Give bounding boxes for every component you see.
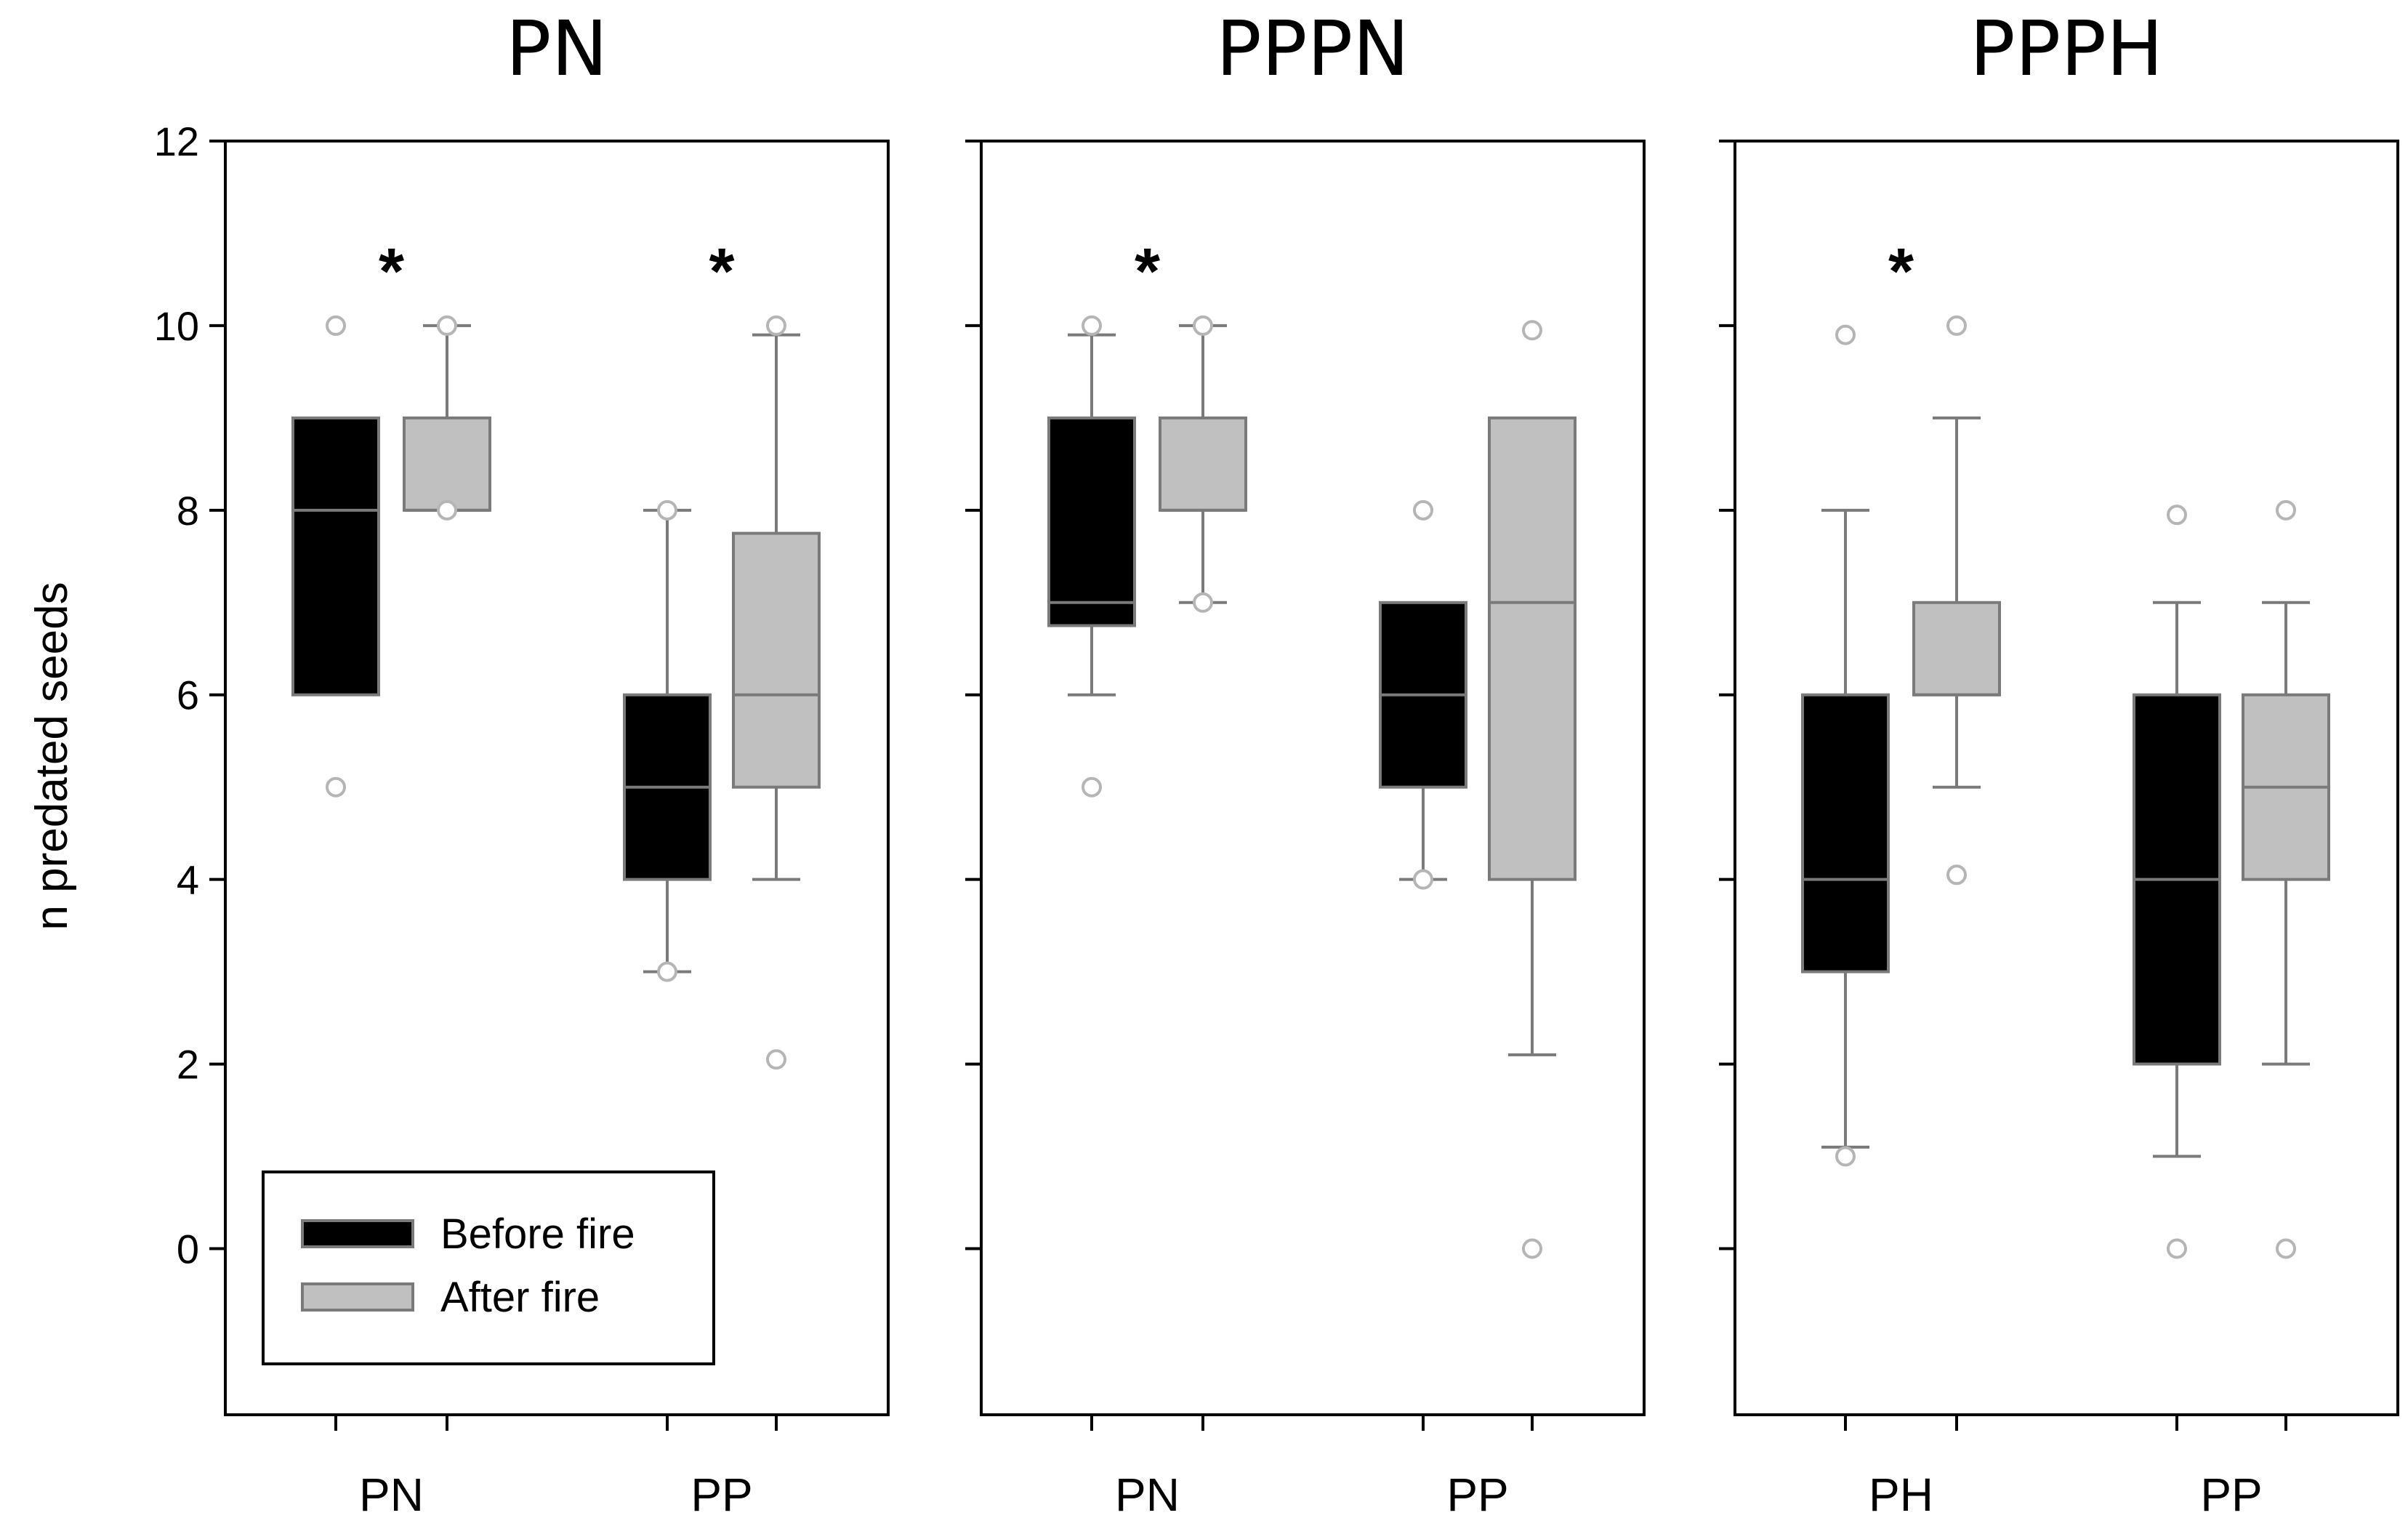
legend-label-before: Before fire [440,1210,635,1258]
category-label: PP [2200,1469,2262,1521]
box-iqr [1488,416,1577,881]
panel-ppph: PPPH PH * PP [1719,4,2399,1521]
outlier-point [1413,499,1433,521]
outlier-point [1193,592,1213,613]
outlier-point [1082,776,1102,798]
outlier-point [766,315,786,336]
box-iqr [1047,416,1136,627]
box-before [1379,499,1467,890]
outlier-point [657,499,677,521]
y-tick-label: 4 [177,857,199,903]
legend: Before fire After fire [262,1170,715,1365]
panel-title: PPPN [1216,4,1409,93]
group-pp: PP [1379,320,1577,1521]
group-ph: PH * [1801,236,2001,1521]
outlier-point [1835,324,1856,345]
category-label: PN [359,1469,424,1521]
outlier-point [2167,505,2187,526]
box-before [291,315,380,798]
y-tick-label: 6 [177,672,199,718]
box-after [403,315,491,521]
group-pn: PN * [291,236,491,1521]
outlier-point [437,315,457,336]
outlier-point [1193,315,1213,336]
outlier-point [2167,1238,2187,1259]
box-before [2133,505,2221,1259]
outlier-point [1082,315,1102,336]
y-axis-label: n predated seeds [27,582,77,930]
outlier-point [326,776,346,798]
outlier-point [766,1049,786,1070]
panel-pppn: PPPN PN * PP [965,4,1646,1521]
category-label: PP [690,1469,752,1521]
box-iqr [1801,693,1890,973]
box-after [1159,315,1247,613]
panel-frame [1733,140,2399,1416]
legend-swatch-after [301,1282,414,1312]
outlier-point [1522,1238,1542,1259]
category-label: PH [1869,1469,1933,1521]
y-tick-label: 12 [154,119,199,164]
legend-label-after: After fire [440,1274,600,1321]
box-after [2242,499,2330,1259]
panel-pn: PN 0 2 4 6 8 10 12 PN * PP * [154,4,890,1521]
outlier-point [437,499,457,521]
panels-layer: PN 0 2 4 6 8 10 12 PN * PP * PPPN PN * PP PPPH PH * PP [154,4,2399,1521]
box-after [732,315,821,1070]
significance-marker: * [379,236,404,308]
outlier-point [1413,869,1433,890]
box-before [1047,315,1136,798]
panel-title: PN [506,4,608,93]
outlier-point [1835,1146,1856,1167]
outlier-point [1946,864,1967,886]
outlier-point [657,961,677,982]
box-iqr [403,416,491,512]
y-tick-label: 8 [177,488,199,534]
category-label: PN [1115,1469,1180,1521]
outlier-point [2276,499,2296,521]
panel-frame [980,140,1646,1416]
legend-swatch-before [301,1219,414,1248]
outlier-point [1946,315,1967,336]
y-tick-label: 2 [177,1042,199,1088]
category-label: PP [1446,1469,1508,1521]
box-iqr [1159,416,1247,512]
group-pp: PP [2133,499,2330,1521]
legend-frame [262,1170,715,1365]
significance-marker: * [1135,236,1160,308]
outlier-point [2276,1238,2296,1259]
significance-marker: * [709,236,734,308]
box-iqr [732,531,821,789]
panel-title: PPPH [1970,4,2163,93]
outlier-point [326,315,346,336]
y-tick-label: 10 [154,303,199,349]
group-pn: PN * [1047,236,1247,1521]
box-before [1801,324,1890,1167]
y-tick-label: 0 [177,1226,199,1272]
box-iqr [291,416,380,696]
box-after [1488,320,1577,1259]
box-iqr [1912,601,2001,696]
outlier-point [1522,320,1542,341]
significance-marker: * [1888,236,1914,308]
box-before [623,499,712,982]
panel-frame [224,140,890,1416]
group-pp: PP * [623,236,821,1521]
box-after [1912,315,2001,886]
